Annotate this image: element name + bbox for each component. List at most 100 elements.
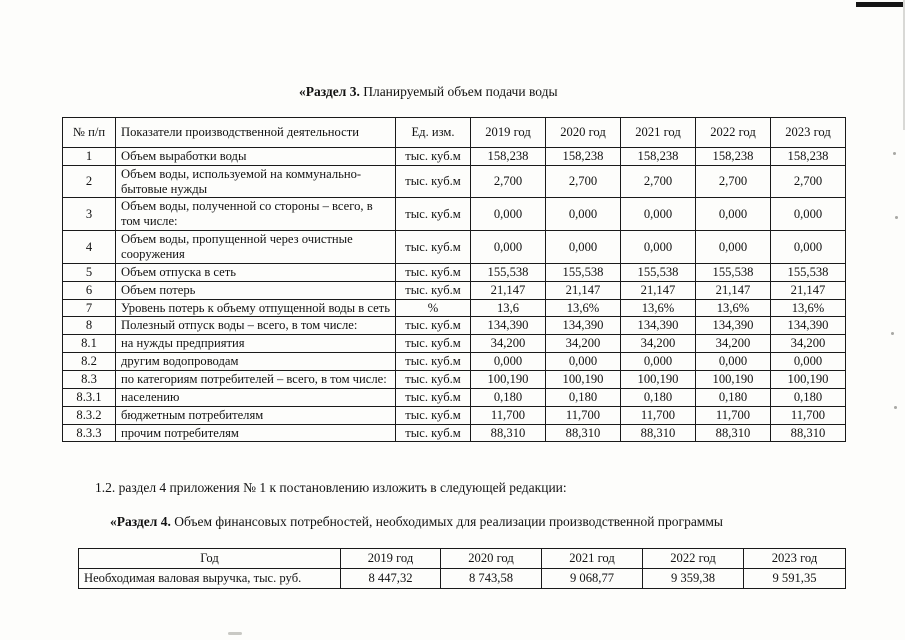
- table1-cell: прочим потребителям: [115, 423, 396, 443]
- table1-cell: другим водопроводам: [115, 352, 396, 372]
- table1-cell: населению: [115, 387, 396, 407]
- table1-cell: 155,538: [470, 262, 546, 282]
- table1-cell: 134,390: [695, 316, 771, 336]
- table1-header-cell: 2022 год: [695, 117, 771, 148]
- table1-cell: 158,238: [695, 146, 771, 166]
- table1-cell: тыс. куб.м: [395, 197, 471, 232]
- table1-cell: 0,000: [620, 197, 696, 232]
- table1-row: 8.3.3 прочим потребителям тыс. куб.м 88,310…: [62, 423, 846, 443]
- table1-cell: 0,000: [770, 352, 846, 372]
- scan-artifact-speck: [895, 216, 898, 219]
- table1-cell: 155,538: [770, 262, 846, 282]
- scan-artifact-edge: [903, 0, 905, 130]
- table1-cell: 2,700: [695, 164, 771, 199]
- table1-cell: по категориям потребителей – всего, в то…: [115, 370, 396, 389]
- table2-cell: 8 447,32: [340, 567, 441, 589]
- table1-cell: Полезный отпуск воды – всего, в том числ…: [115, 316, 396, 336]
- scan-artifact-speck: [893, 152, 896, 155]
- table1-cell: 0,000: [695, 352, 771, 372]
- table1-cell: 2,700: [470, 164, 546, 199]
- financial-needs-table: Год 2019 год 2020 год 2021 год 2022 год 2023 …: [78, 548, 846, 589]
- table1-cell: тыс. куб.м: [395, 387, 471, 407]
- table1-cell: тыс. куб.м: [395, 280, 471, 300]
- table1-cell: 21,147: [620, 280, 696, 300]
- section4-title: «Раздел 4. Объем финансовых потребностей…: [110, 514, 723, 530]
- table1-cell: Объем воды, пропущенной через очистные с…: [115, 230, 396, 264]
- table1-row: 8 Полезный отпуск воды – всего, в том чис…: [62, 316, 846, 336]
- table1-cell: тыс. куб.м: [395, 230, 471, 264]
- water-supply-table-header-row: № п/п Показатели производственной деятель…: [62, 117, 846, 148]
- table1-cell: 11,700: [770, 405, 846, 425]
- table1-cell: %: [395, 298, 471, 318]
- table1-cell: 11,700: [470, 405, 546, 425]
- section4-title-number: «Раздел 4.: [110, 514, 171, 529]
- table1-cell: тыс. куб.м: [395, 334, 471, 354]
- table1-cell: 0,180: [470, 387, 546, 407]
- table1-cell: 0,000: [770, 197, 846, 232]
- table1-cell: 0,000: [470, 197, 546, 232]
- table1-header-cell: Ед. изм.: [395, 117, 471, 148]
- table1-cell: 2,700: [545, 164, 621, 199]
- table1-cell: 8.3.2: [62, 405, 116, 425]
- table1-cell: 0,000: [470, 352, 546, 372]
- section4-title-text: Объем финансовых потребностей, необходим…: [170, 514, 723, 529]
- table1-cell: 100,190: [545, 370, 621, 389]
- table1-cell: 0,180: [545, 387, 621, 407]
- table1-cell: 2,700: [620, 164, 696, 199]
- table1-cell: 11,700: [620, 405, 696, 425]
- table1-cell: Объем отпуска в сеть: [115, 262, 396, 282]
- table1-cell: 6: [62, 280, 116, 300]
- table1-cell: 21,147: [470, 280, 546, 300]
- table1-cell: 8.3.3: [62, 423, 116, 443]
- table1-cell: 0,000: [770, 230, 846, 264]
- table2-header-cell: 2021 год: [541, 548, 643, 569]
- table1-cell: тыс. куб.м: [395, 316, 471, 336]
- table1-cell: 0,000: [545, 230, 621, 264]
- table1-cell: 13,6%: [770, 298, 846, 318]
- table2-cell: 8 743,58: [440, 567, 542, 589]
- table2-cell: 9 068,77: [541, 567, 643, 589]
- table2-header-cell: 2023 год: [743, 548, 846, 569]
- scan-artifact-smudge: [228, 632, 242, 635]
- table1-row: 8.3.1 населению тыс. куб.м 0,180 0,180 0,180 0…: [62, 387, 846, 407]
- scan-artifact-speck: [894, 406, 897, 409]
- table1-cell: 34,200: [620, 334, 696, 354]
- table1-cell: 21,147: [770, 280, 846, 300]
- table1-cell: 21,147: [545, 280, 621, 300]
- table1-header-cell: 2020 год: [545, 117, 621, 148]
- table1-row: 5 Объем отпуска в сеть тыс. куб.м 155,538 15…: [62, 262, 846, 282]
- table1-cell: 34,200: [545, 334, 621, 354]
- table1-header-cell: 2023 год: [770, 117, 846, 148]
- table1-cell: 0,180: [695, 387, 771, 407]
- table1-cell: 13,6: [470, 298, 546, 318]
- table1-cell: 34,200: [695, 334, 771, 354]
- table1-cell: Уровень потерь к объему отпущенной воды …: [115, 298, 396, 318]
- table1-cell: 0,180: [770, 387, 846, 407]
- table1-cell: 155,538: [695, 262, 771, 282]
- table1-cell: бюджетным потребителям: [115, 405, 396, 425]
- table2-cell: 9 359,38: [642, 567, 744, 589]
- table1-row: 8.2 другим водопроводам тыс. куб.м 0,000 0,0…: [62, 352, 846, 372]
- table1-row: 2 Объем воды, используемой на коммунально…: [62, 164, 846, 199]
- water-supply-table: № п/п Показатели производственной деятель…: [62, 117, 846, 443]
- table1-cell: 21,147: [695, 280, 771, 300]
- table1-row: 7 Уровень потерь к объему отпущенной воды…: [62, 298, 846, 318]
- table1-cell: 158,238: [545, 146, 621, 166]
- financial-needs-table-body: Необходимая валовая выручка, тыс. руб. 8 …: [78, 567, 846, 589]
- table1-cell: 34,200: [470, 334, 546, 354]
- table1-cell: 13,6%: [545, 298, 621, 318]
- table1-cell: тыс. куб.м: [395, 262, 471, 282]
- table2-cell: 9 591,35: [743, 567, 846, 589]
- table1-cell: 8.2: [62, 352, 116, 372]
- table1-cell: 0,000: [545, 352, 621, 372]
- table1-cell: 88,310: [770, 423, 846, 443]
- table1-cell: 88,310: [470, 423, 546, 443]
- table1-cell: 0,180: [620, 387, 696, 407]
- table1-cell: 88,310: [545, 423, 621, 443]
- table2-cell: Необходимая валовая выручка, тыс. руб.: [78, 567, 341, 589]
- table1-cell: 0,000: [545, 197, 621, 232]
- scan-artifact-line: [856, 2, 903, 7]
- table2-header-cell: 2020 год: [440, 548, 542, 569]
- table1-cell: 155,538: [620, 262, 696, 282]
